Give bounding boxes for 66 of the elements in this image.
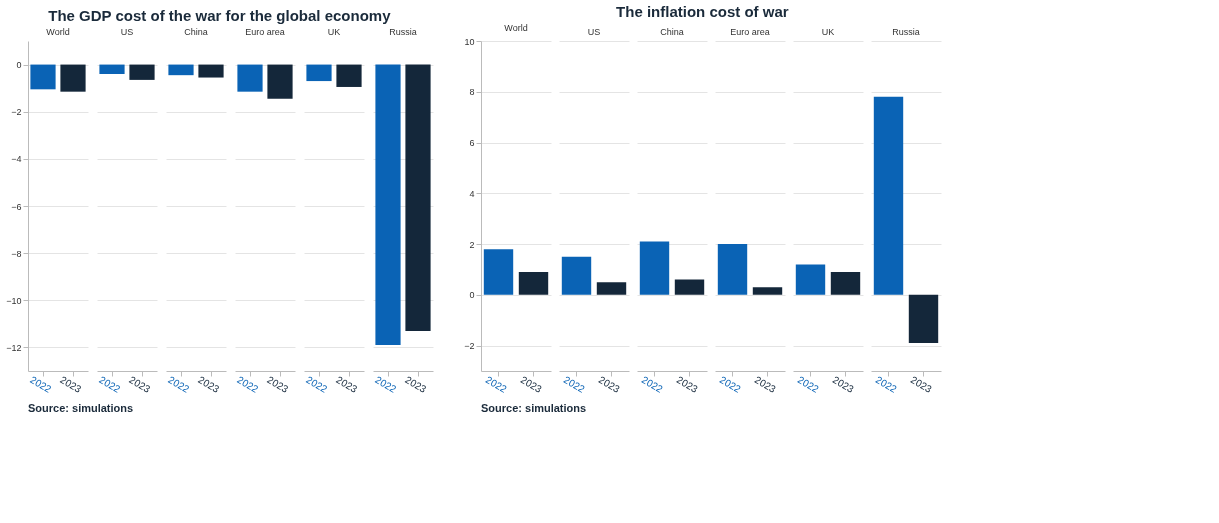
text: 2023 [196, 374, 222, 395]
text: 2022 [717, 374, 743, 395]
text: 2023 [752, 374, 778, 395]
source-note: Source: simulations [481, 402, 587, 414]
bar [795, 264, 826, 295]
bar [561, 256, 592, 295]
text: 2023 [58, 374, 84, 395]
text: 2023 [334, 374, 360, 395]
x-tick-label: Euro area [245, 27, 285, 37]
y-tick-label: −4 [11, 154, 22, 165]
text: 2023 [908, 374, 935, 395]
x-tick-label: World [46, 27, 70, 37]
bar [908, 294, 939, 344]
chart-title: The inflation cost of war [616, 3, 789, 20]
y-tick-label: −2 [11, 107, 22, 118]
y-tick-label: 2 [469, 239, 475, 250]
text: 2022 [795, 374, 821, 395]
text: 2022 [166, 374, 192, 395]
y-tick-label: 8 [469, 87, 475, 98]
y-tick-label: −10 [6, 295, 22, 306]
text: 2022 [28, 374, 54, 395]
x-tick-label: US [587, 27, 601, 37]
x-tick-label: China [184, 27, 208, 37]
x-tick-label: Russia [892, 27, 920, 37]
x-tick-label: Russia [389, 27, 417, 37]
y-tick-label: −8 [11, 248, 22, 259]
text: 2023 [127, 374, 153, 395]
y-tick-label: −12 [6, 342, 22, 353]
bar [752, 287, 783, 295]
x-tick-label: World [504, 23, 528, 33]
y-tick-label: 0 [469, 290, 475, 301]
text: 2023 [830, 374, 856, 395]
text: 2022 [97, 374, 123, 395]
text: 2022 [873, 374, 899, 395]
text: 2022 [304, 374, 330, 395]
x-tick-label: UK [821, 27, 835, 37]
bar [873, 96, 904, 295]
text: 2022 [373, 374, 399, 395]
bar [717, 244, 748, 295]
bar [674, 279, 705, 295]
source-note: Source: simulations [28, 402, 134, 414]
x-tick-label: US [120, 27, 134, 37]
text: 2023 [403, 374, 429, 395]
y-tick-label: 10 [464, 36, 475, 47]
bar [830, 272, 861, 295]
y-tick-label: 4 [469, 188, 475, 199]
text: 2022 [235, 374, 261, 395]
y-tick-label: −2 [464, 341, 475, 352]
x-tick-label: China [660, 27, 684, 37]
text: 2023 [518, 374, 544, 395]
text: 2022 [639, 374, 665, 395]
bar [483, 249, 514, 295]
x-tick-label: Euro area [730, 27, 770, 37]
text: 2023 [674, 374, 700, 395]
x-tick-label: UK [327, 27, 341, 37]
text: 2023 [596, 374, 622, 395]
bar [639, 241, 670, 295]
text: 2023 [265, 374, 291, 395]
y-tick-label: −6 [11, 201, 22, 212]
chart-title: The GDP cost of the war for the global economy [48, 7, 392, 24]
y-tick-label: 6 [469, 138, 475, 149]
bar [596, 282, 627, 295]
y-tick-label: 0 [16, 60, 22, 71]
bar [518, 272, 549, 295]
text: 2022 [561, 374, 587, 395]
text: 2022 [483, 374, 510, 395]
